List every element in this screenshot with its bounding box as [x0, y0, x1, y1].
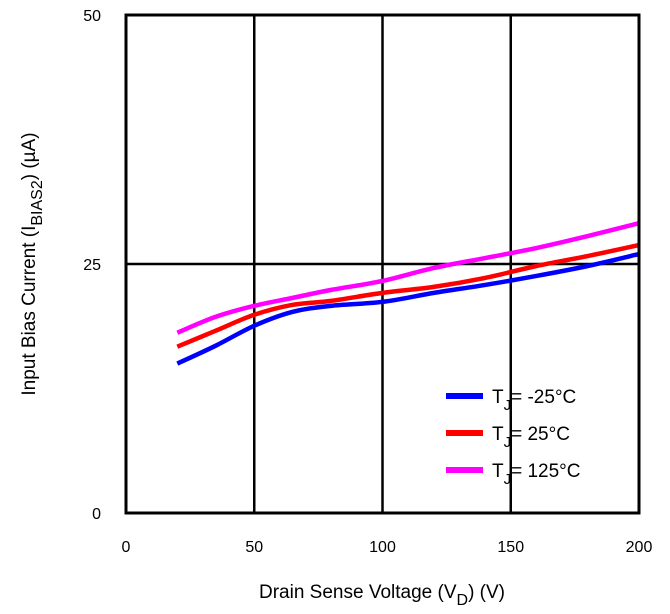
legend-label-2: TJ= 25°C: [492, 424, 570, 451]
x-tick-label: 0: [122, 539, 131, 556]
x-tick-label: 200: [626, 539, 653, 556]
series-line-1: [176, 251, 640, 366]
legend: TJ= -25°C TJ= 25°C TJ= 125°C: [446, 387, 581, 488]
series-line-2: [176, 242, 640, 349]
legend-label-1: TJ= -25°C: [492, 387, 576, 414]
x-tick-label: 100: [369, 539, 396, 556]
y-tick-labels: 0 25 50: [83, 8, 101, 523]
series-layer: [176, 220, 640, 366]
plot-frame: [124, 13, 641, 515]
x-axis-title: Drain Sense Voltage (VD) (V): [259, 582, 505, 609]
y-tick-label: 50: [83, 8, 101, 25]
grid: [126, 15, 639, 513]
series-line-3: [176, 220, 640, 335]
y-tick-label: 0: [92, 506, 101, 523]
x-tick-label: 150: [497, 539, 524, 556]
x-tick-label: 50: [245, 539, 263, 556]
y-tick-label: 25: [83, 257, 101, 274]
legend-label-3: TJ= 125°C: [492, 461, 581, 488]
y-axis-title: Input Bias Current (IBIAS2) (µA): [19, 132, 46, 395]
x-tick-labels: 0 50 100 150 200: [122, 539, 653, 556]
